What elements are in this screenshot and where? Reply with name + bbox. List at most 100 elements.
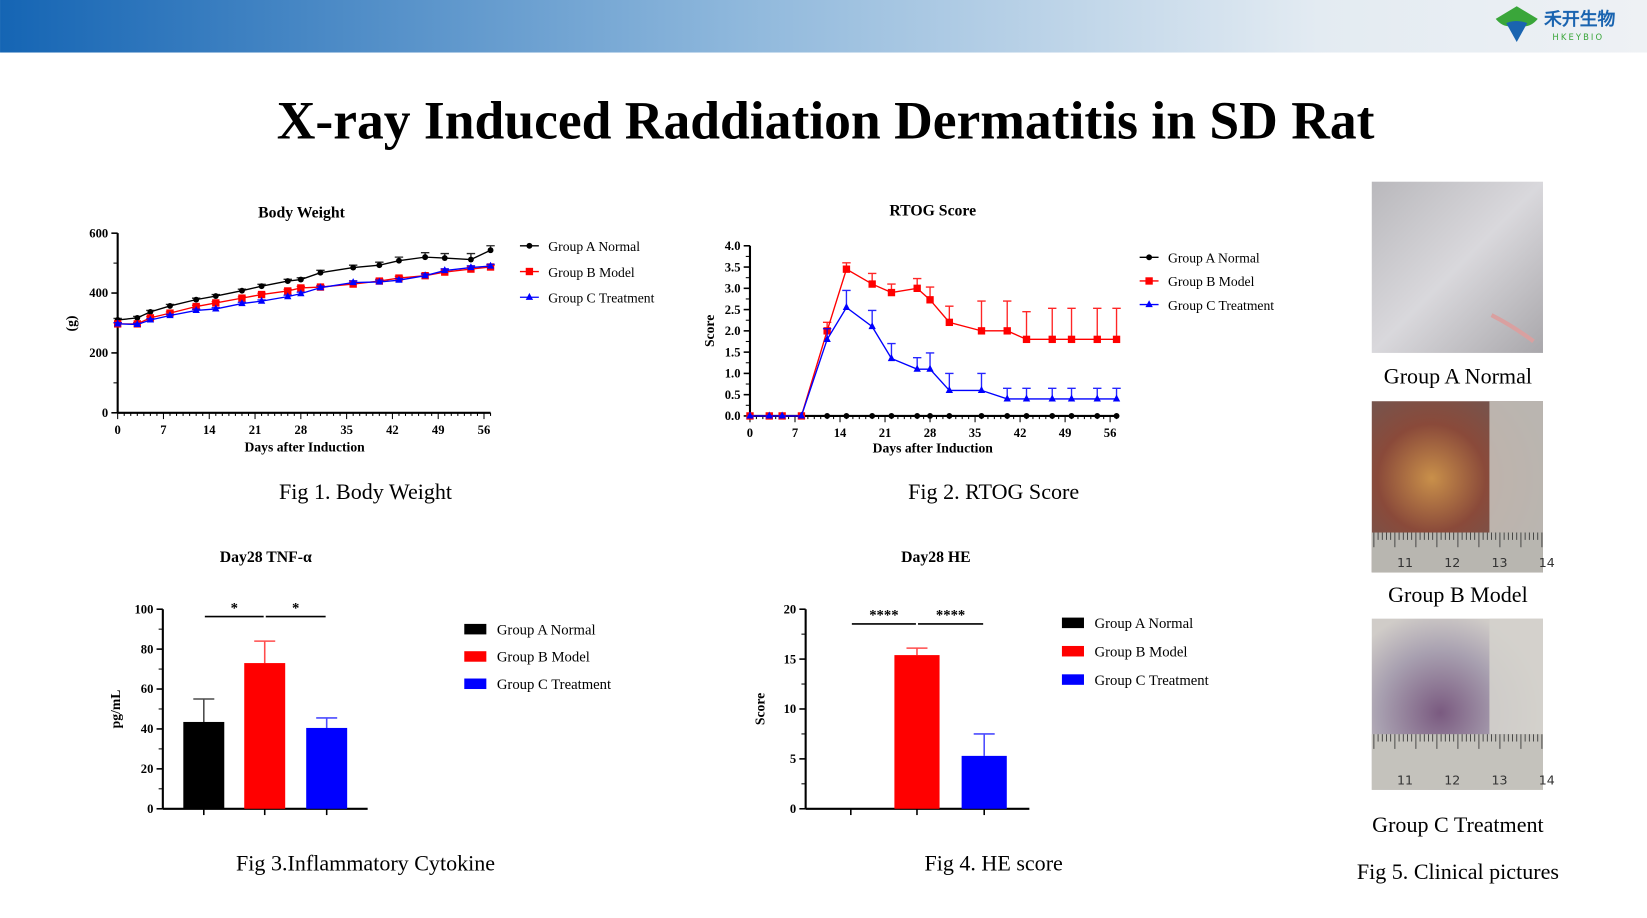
legend-swatch (464, 678, 487, 690)
ruler-number: 12 (1444, 773, 1460, 788)
y-tick-label: 15 (784, 652, 797, 666)
data-point (257, 296, 266, 304)
data-point (167, 302, 173, 309)
y-tick-label: 0 (147, 802, 153, 816)
data-point (1004, 412, 1011, 419)
data-point (978, 412, 985, 419)
legend-label: Group C Treatment (1168, 298, 1274, 313)
data-point (147, 308, 154, 315)
x-tick-label: 49 (1059, 426, 1072, 440)
fig2-caption: Fig 2. RTOG Score (908, 479, 1079, 504)
y-tick-label: 20 (784, 602, 797, 616)
x-tick-label: 56 (1104, 426, 1117, 440)
y-tick-label: 80 (141, 642, 154, 656)
y-tick-label: 40 (141, 722, 154, 736)
data-point (422, 254, 429, 261)
data-point (297, 276, 304, 283)
y-tick-label: 100 (134, 602, 153, 616)
data-point (467, 263, 475, 271)
y-axis-label: pg/mL (108, 690, 123, 729)
y-tick-label: 5 (790, 752, 796, 766)
data-point (350, 264, 357, 271)
photo-label: Group C Treatment (1372, 812, 1543, 837)
error-bar (1093, 307, 1102, 340)
logo-subtext: HKEYBIO (1552, 32, 1604, 42)
legend-swatch (1061, 645, 1084, 657)
significance-label: **** (936, 608, 965, 624)
legend-label: Group C Treatment (497, 677, 611, 693)
bar (306, 727, 348, 809)
error-bar (906, 647, 928, 656)
data-point (284, 278, 291, 285)
bar (183, 721, 225, 809)
data-point (842, 265, 851, 273)
legend-swatch (1061, 617, 1084, 629)
data-point (297, 289, 305, 297)
legend-label: Group B Model (548, 265, 635, 280)
x-tick-label: 7 (160, 423, 166, 437)
data-point (842, 303, 851, 311)
data-point (888, 412, 895, 419)
data-point (1067, 394, 1076, 402)
data-point (395, 275, 403, 283)
y-tick-label: 200 (89, 346, 108, 360)
data-point (192, 305, 200, 313)
series-line (749, 268, 1117, 417)
data-point (212, 304, 220, 312)
data-point (1145, 277, 1153, 285)
legend-label: Group A Normal (1094, 616, 1193, 632)
data-point (926, 364, 934, 372)
data-point (258, 283, 265, 290)
fig4-caption: Fig 4. HE score (924, 851, 1063, 876)
data-point (376, 262, 383, 269)
chart-title: RTOG Score (889, 202, 976, 219)
x-tick-label: 35 (340, 423, 353, 437)
data-point (823, 334, 831, 342)
data-point (1068, 412, 1075, 419)
data-point (927, 412, 933, 419)
data-point (945, 318, 954, 327)
error-bar (977, 300, 986, 331)
ruler-number: 11 (1397, 773, 1413, 788)
y-axis-label: (g) (64, 316, 80, 332)
data-point (396, 257, 402, 264)
significance-label: * (231, 600, 238, 616)
legend-label: Group A Normal (497, 622, 596, 638)
legend-swatch (1061, 674, 1084, 685)
data-point (257, 290, 266, 299)
x-tick-label: 0 (747, 426, 753, 440)
x-axis-label: Days after Induction (245, 440, 366, 455)
data-point (526, 242, 533, 249)
data-point (778, 411, 786, 419)
y-tick-label: 0.5 (725, 388, 741, 402)
data-point (797, 411, 806, 419)
data-point (843, 412, 850, 419)
y-tick-label: 1.5 (725, 345, 741, 359)
he-score-chart: Day28 HE Score 0 5 10 15 20 Group A Normal Group… (753, 549, 1209, 816)
data-point (887, 288, 896, 297)
data-point (868, 322, 876, 330)
ruler-number: 13 (1492, 555, 1508, 570)
data-point (487, 247, 494, 254)
photo-group-b: 11 12 13 14 Group B Model (1371, 401, 1555, 607)
data-point (1048, 394, 1056, 402)
data-point (1146, 254, 1153, 261)
data-point (375, 277, 384, 285)
data-point (914, 412, 921, 419)
legend-label: Group B Model (1094, 644, 1187, 660)
ruler-number: 14 (1539, 773, 1555, 788)
data-point (486, 261, 495, 269)
y-tick-label: 10 (784, 702, 797, 716)
body-weight-chart: Body Weight (g) 0 200 400 600 0 7 14 21 28 35 42 49 56… (64, 204, 655, 454)
data-point (1094, 412, 1101, 419)
data-point (765, 411, 773, 419)
legend-label: Group C Treatment (1094, 673, 1208, 689)
data-point (1003, 327, 1011, 335)
error-bar (973, 733, 995, 756)
bar (894, 655, 940, 809)
data-point (869, 412, 876, 419)
legend-label: Group C Treatment (548, 290, 654, 305)
data-point (824, 412, 831, 419)
data-point (212, 293, 219, 299)
